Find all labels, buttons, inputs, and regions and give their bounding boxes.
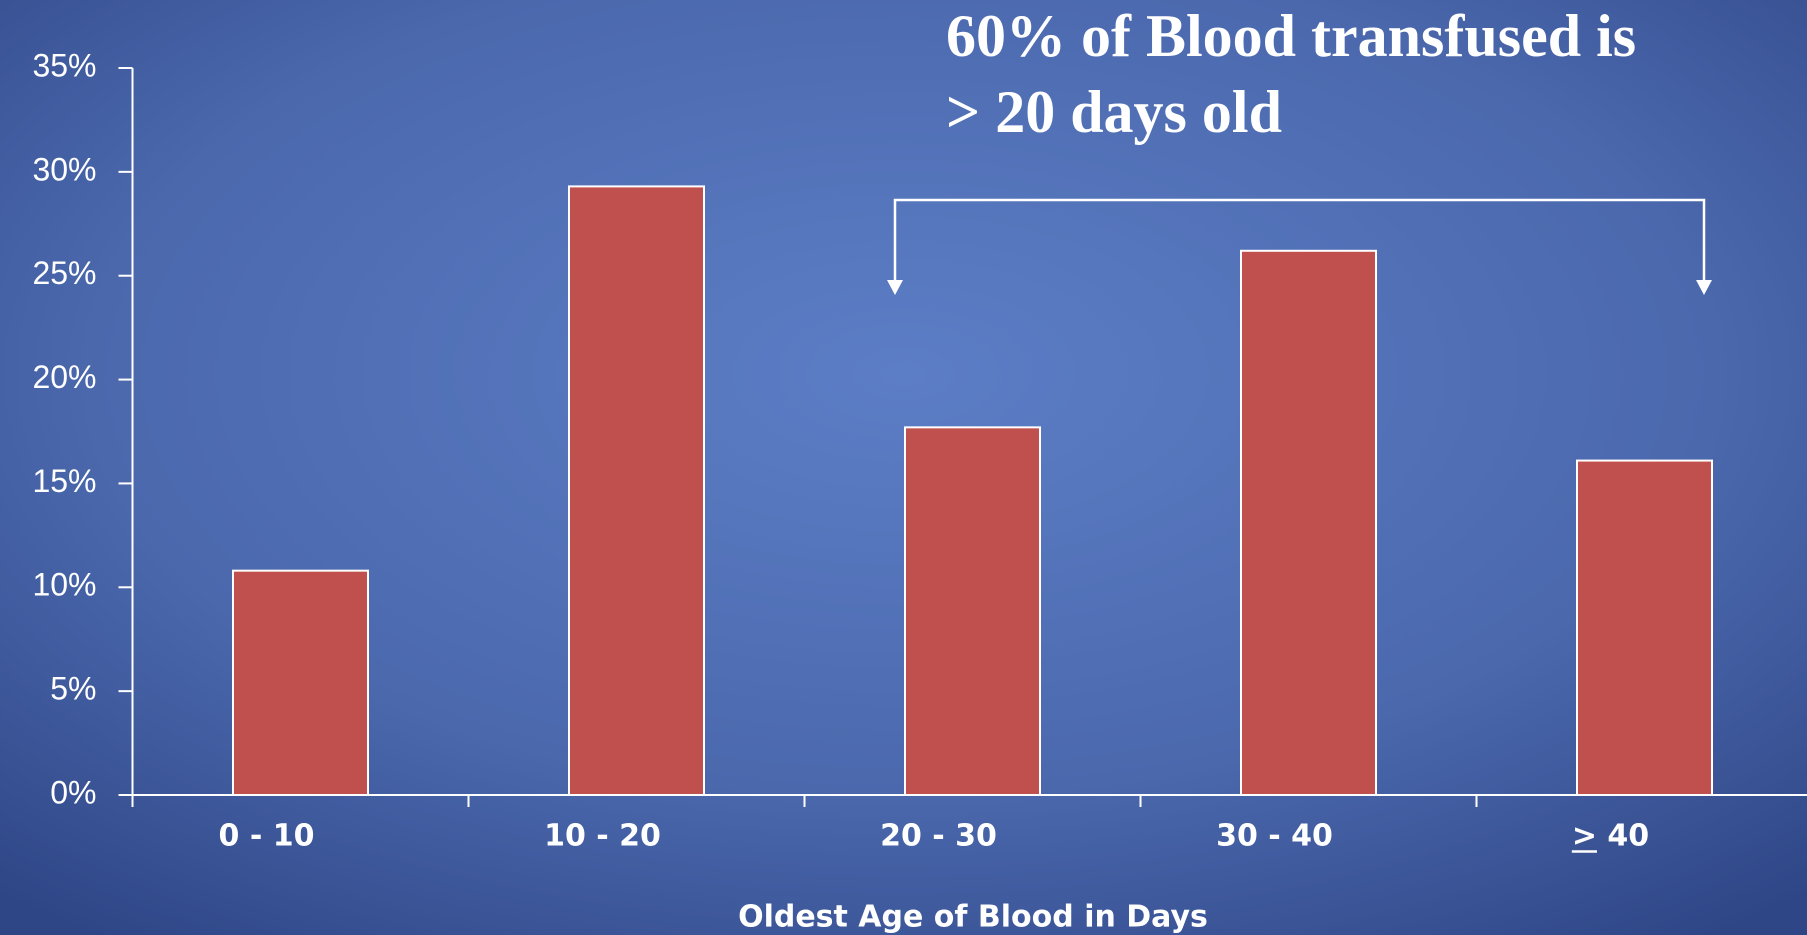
x-tick-label: 20 - 30 <box>880 819 997 854</box>
bracket <box>893 198 1706 282</box>
y-tick-label: 10% <box>32 567 96 603</box>
y-tick-label: 0% <box>50 774 96 810</box>
bar <box>568 185 705 796</box>
bar <box>232 569 369 796</box>
bar <box>904 426 1041 796</box>
y-tick-label: 20% <box>32 359 96 395</box>
bar <box>1576 459 1713 796</box>
annotation: 60% of Blood transfused is <box>946 3 1636 69</box>
x-axis-title: Oldest Age of Blood in Days <box>738 900 1208 935</box>
y-tick-label: 35% <box>32 47 96 83</box>
x-tick-label: 0 - 10 <box>219 819 315 854</box>
y-tick-label: 30% <box>32 151 96 187</box>
bar <box>1240 249 1377 796</box>
x-tick-label: 10 - 20 <box>544 819 661 854</box>
y-tick-label: 25% <box>32 255 96 291</box>
y-tick-label: 5% <box>50 671 96 707</box>
arrow-head <box>1696 280 1712 295</box>
annotation: > 20 days old <box>946 79 1282 145</box>
x-tick-label: 30 - 40 <box>1216 819 1333 854</box>
y-tick-label: 15% <box>32 463 96 499</box>
bracket-line <box>893 198 1706 282</box>
x-tick-label: > 40 <box>1572 819 1649 854</box>
arrow-head <box>887 280 903 295</box>
